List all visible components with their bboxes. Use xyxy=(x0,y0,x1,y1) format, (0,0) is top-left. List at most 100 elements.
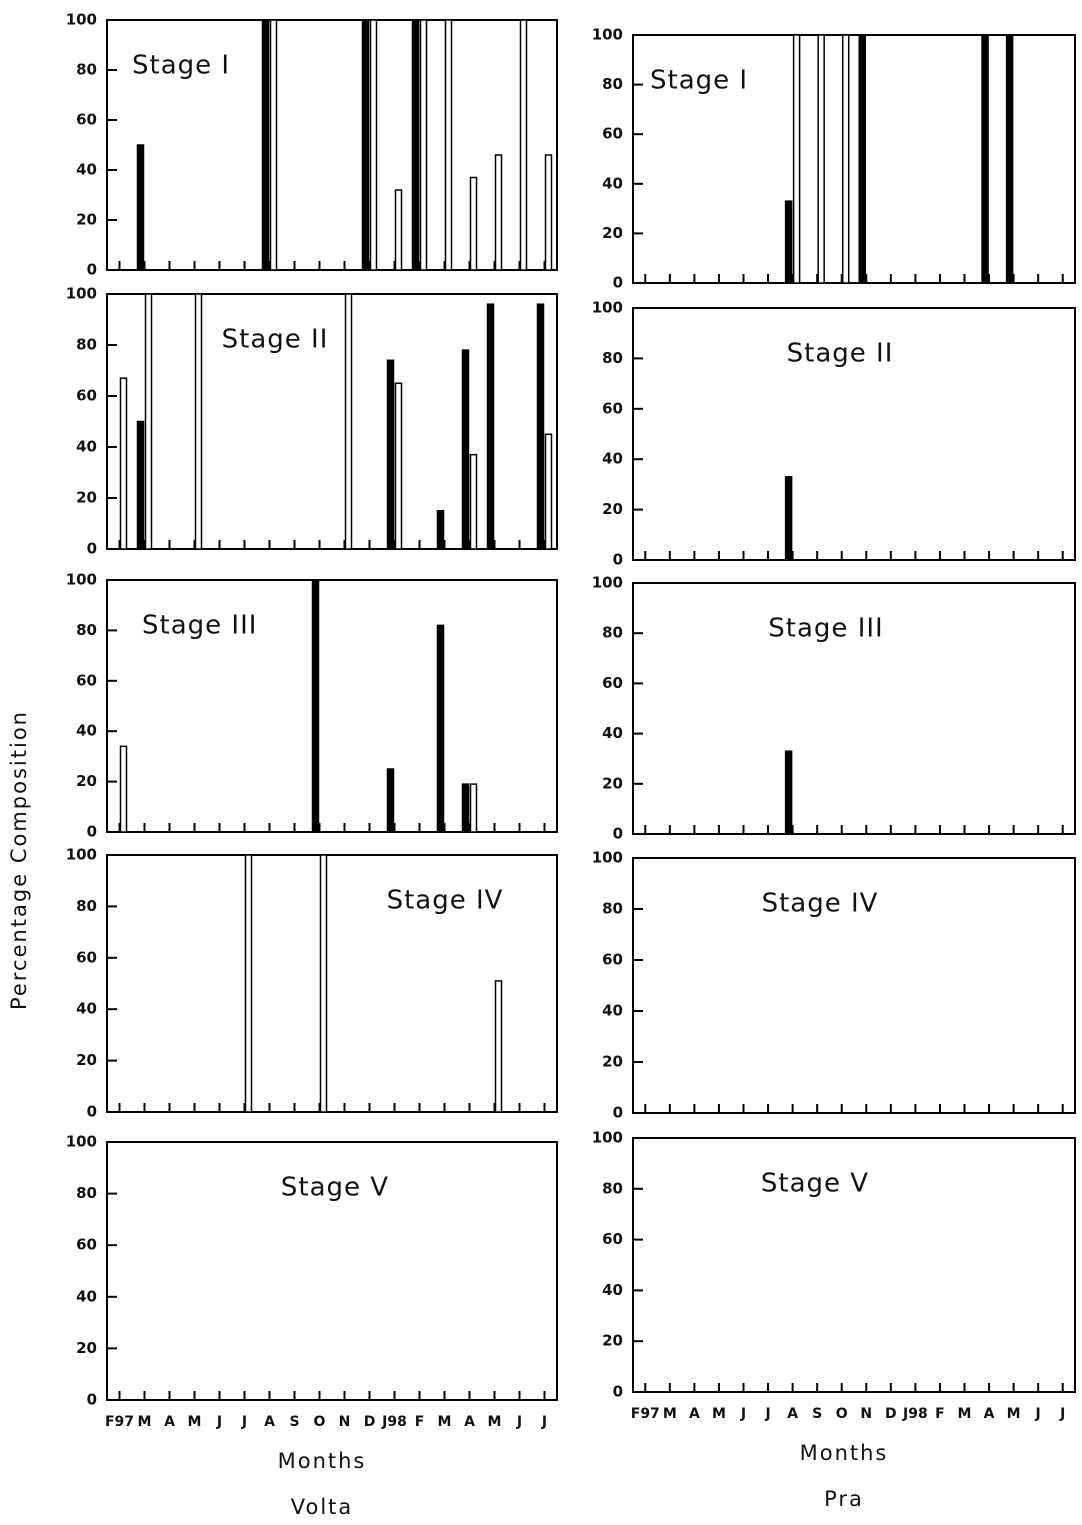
y-tick-label: 80 xyxy=(602,624,623,642)
y-tick-label: 60 xyxy=(602,399,623,417)
x-tick-label: A xyxy=(264,1414,275,1430)
stage-title: Stage V xyxy=(281,1173,389,1203)
x-tick-label: O xyxy=(836,1406,848,1422)
y-tick-label: 20 xyxy=(76,772,97,790)
x-tick-label: F xyxy=(935,1406,945,1422)
bar xyxy=(469,176,478,271)
y-tick-label: 40 xyxy=(602,450,623,468)
bar xyxy=(119,377,128,550)
bar xyxy=(1005,34,1014,284)
bar xyxy=(469,783,478,833)
bar xyxy=(784,476,793,561)
bar xyxy=(311,579,320,833)
y-tick-label: 80 xyxy=(76,621,97,639)
x-tick-label: N xyxy=(339,1414,351,1430)
x-tick-label: A xyxy=(689,1406,700,1422)
bar xyxy=(858,34,867,284)
x-tick-label: A xyxy=(464,1414,475,1430)
x-tick-label: F xyxy=(415,1414,425,1430)
stage-title: Stage II xyxy=(787,339,894,369)
bar xyxy=(319,854,328,1113)
y-tick-label: 60 xyxy=(602,1230,623,1248)
stage-title: Stage I xyxy=(650,66,748,96)
y-tick-label: 40 xyxy=(602,1002,623,1020)
bar xyxy=(369,19,378,271)
x-tick-label: J xyxy=(1035,1406,1041,1422)
x-tick-label: J98 xyxy=(381,1414,407,1430)
y-tick-label: 40 xyxy=(76,722,97,740)
y-tick-label: 40 xyxy=(602,174,623,192)
x-tick-label: A xyxy=(787,1406,798,1422)
plot-frame xyxy=(632,582,1076,835)
x-tick-label: O xyxy=(314,1414,326,1430)
x-tick-label: M xyxy=(138,1414,152,1430)
x-tick-label: J xyxy=(740,1406,746,1422)
y-tick-label: 80 xyxy=(76,61,97,79)
y-tick-label: 20 xyxy=(602,500,623,518)
y-tick-label: 0 xyxy=(87,1391,97,1409)
y-tick-label: 60 xyxy=(602,674,623,692)
plot-frame xyxy=(106,854,558,1113)
y-tick-label: 100 xyxy=(592,299,623,317)
column-caption: Volta xyxy=(291,1495,354,1519)
bar xyxy=(269,19,278,271)
stage-title: Stage I xyxy=(132,51,230,81)
x-tick-label: J xyxy=(216,1414,222,1430)
y-axis-label: Percentage Composition xyxy=(7,710,31,1010)
bar xyxy=(386,768,395,833)
x-axis-label: Months xyxy=(800,1441,889,1465)
column-caption: Pra xyxy=(824,1487,864,1511)
y-tick-label: 40 xyxy=(602,1281,623,1299)
y-tick-label: 0 xyxy=(613,551,623,569)
bar xyxy=(194,293,203,550)
plot-frame xyxy=(106,579,558,833)
bar xyxy=(136,144,145,271)
y-tick-label: 20 xyxy=(602,1332,623,1350)
plot-frame xyxy=(106,1141,558,1401)
x-tick-label: A xyxy=(984,1406,995,1422)
bar xyxy=(261,19,270,271)
y-tick-label: 80 xyxy=(602,900,623,918)
y-tick-label: 0 xyxy=(87,823,97,841)
bar xyxy=(784,200,793,284)
y-tick-label: 100 xyxy=(592,26,623,44)
stage-title: Stage III xyxy=(768,614,883,644)
y-tick-label: 100 xyxy=(66,846,97,864)
bar xyxy=(494,980,503,1113)
y-tick-label: 0 xyxy=(613,825,623,843)
stage-title: Stage IV xyxy=(387,886,504,916)
x-axis-label: Months xyxy=(278,1449,367,1473)
y-tick-label: 100 xyxy=(66,571,97,589)
bar xyxy=(486,303,495,550)
x-tick-label: J xyxy=(1059,1406,1065,1422)
x-tick-label: N xyxy=(860,1406,872,1422)
y-tick-label: 20 xyxy=(76,489,97,507)
y-tick-label: 80 xyxy=(602,75,623,93)
y-tick-label: 20 xyxy=(602,774,623,792)
bar xyxy=(419,19,428,271)
bar xyxy=(136,420,145,550)
y-tick-label: 100 xyxy=(592,849,623,867)
plot-frame xyxy=(632,34,1076,284)
bar xyxy=(461,349,470,550)
bar xyxy=(784,750,793,835)
y-tick-label: 0 xyxy=(87,1103,97,1121)
bar xyxy=(536,303,545,550)
y-tick-label: 20 xyxy=(76,1339,97,1357)
x-tick-label: J xyxy=(516,1414,522,1430)
bar xyxy=(792,34,801,284)
y-tick-label: 20 xyxy=(76,1051,97,1069)
y-tick-label: 80 xyxy=(602,1179,623,1197)
y-tick-label: 100 xyxy=(66,285,97,303)
y-tick-label: 100 xyxy=(66,1133,97,1151)
bar xyxy=(119,745,128,833)
y-tick-label: 40 xyxy=(602,724,623,742)
y-tick-label: 80 xyxy=(602,349,623,367)
y-tick-label: 80 xyxy=(76,1184,97,1202)
bar xyxy=(386,359,395,550)
x-tick-label: M xyxy=(1007,1406,1021,1422)
plot-frame xyxy=(632,1137,1076,1393)
y-tick-label: 0 xyxy=(613,1104,623,1122)
plot-frame xyxy=(632,307,1076,561)
